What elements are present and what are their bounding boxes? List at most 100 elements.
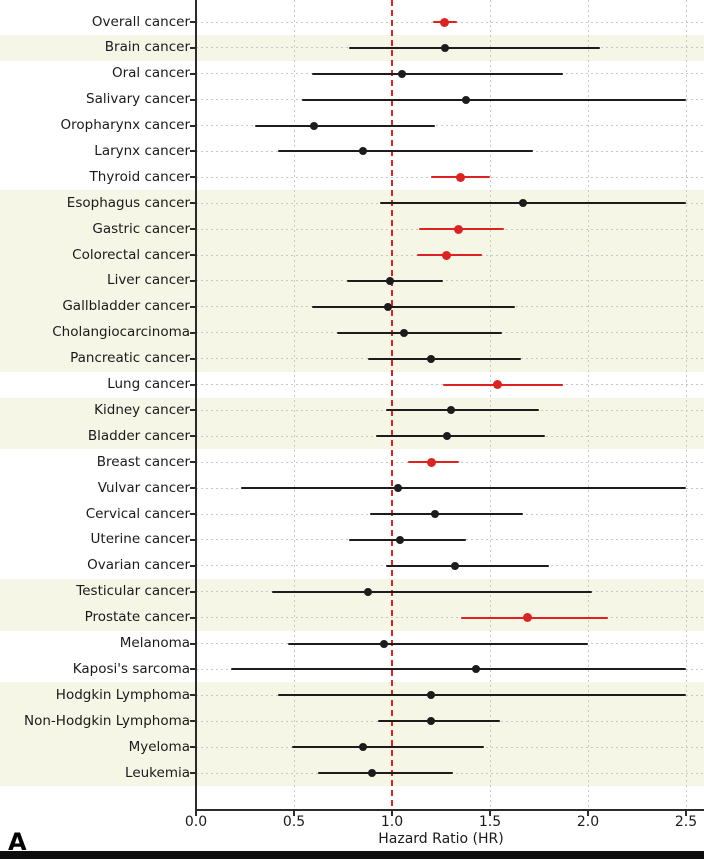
group-band: [0, 578, 704, 631]
point-estimate: [395, 535, 404, 544]
group-band: [0, 682, 704, 786]
row-label: Liver cancer: [107, 272, 190, 289]
y-tick: [190, 513, 195, 516]
confidence-interval: [460, 616, 608, 619]
y-tick: [190, 720, 195, 723]
row-label: Hodgkin Lymphoma: [55, 686, 190, 703]
reference-line-hr1: [391, 0, 393, 810]
x-axis-spine: [195, 809, 704, 811]
row-label: Melanoma: [119, 635, 190, 652]
point-estimate: [446, 406, 455, 415]
x-tick: [195, 811, 197, 816]
y-tick: [190, 772, 195, 774]
row-label: Ovarian cancer: [87, 557, 190, 574]
confidence-interval: [346, 279, 443, 282]
row-label: Oral cancer: [111, 65, 190, 82]
x-gridline: [294, 0, 295, 810]
y-tick: [190, 642, 195, 645]
panel-letter: A: [8, 828, 27, 856]
y-tick: [190, 46, 195, 49]
point-estimate: [309, 121, 318, 130]
x-tick-label: 2.5: [674, 814, 698, 830]
confidence-interval: [254, 124, 436, 127]
point-estimate: [393, 484, 402, 493]
y-tick: [190, 305, 195, 308]
y-tick: [190, 331, 195, 334]
confidence-interval: [378, 720, 500, 723]
y-axis-spine: [195, 0, 197, 811]
row-label: Esophagus cancer: [66, 194, 190, 211]
row-label: Myeloma: [128, 738, 190, 755]
row-label: Vulvar cancer: [97, 479, 190, 496]
row-label: Gallbladder cancer: [62, 298, 190, 315]
row-label: Testicular cancer: [76, 583, 190, 600]
y-tick: [190, 228, 195, 231]
confidence-interval: [317, 772, 453, 774]
y-tick: [190, 590, 195, 593]
point-estimate: [431, 510, 440, 519]
y-tick: [190, 668, 195, 671]
row-label: Salivary cancer: [86, 91, 190, 108]
row-gridline: [196, 617, 704, 619]
point-estimate: [462, 95, 471, 104]
y-tick: [190, 746, 195, 749]
point-estimate: [472, 665, 481, 674]
point-estimate: [440, 17, 450, 27]
confidence-interval: [348, 46, 600, 49]
point-estimate: [386, 276, 395, 285]
point-estimate: [522, 613, 532, 623]
x-tick-label: 2.0: [576, 814, 600, 830]
y-tick: [190, 435, 195, 438]
point-estimate: [427, 717, 436, 726]
point-estimate: [493, 380, 503, 390]
y-tick: [190, 616, 195, 619]
y-tick: [190, 279, 195, 282]
confidence-interval: [386, 564, 549, 567]
point-estimate: [454, 224, 464, 234]
confidence-interval: [337, 331, 502, 334]
y-tick: [190, 150, 195, 153]
point-estimate: [440, 43, 449, 52]
y-tick: [190, 202, 195, 205]
confidence-interval: [292, 746, 485, 749]
y-tick: [190, 694, 195, 697]
point-estimate: [358, 743, 367, 752]
x-tick: [587, 811, 589, 816]
row-label: Cervical cancer: [85, 505, 190, 522]
confidence-interval: [241, 487, 686, 490]
x-tick-label: 0.0: [184, 814, 208, 830]
row-label: Non-Hodgkin Lymphoma: [24, 712, 190, 729]
row-label: Prostate cancer: [84, 609, 190, 626]
confidence-interval: [272, 590, 592, 593]
confidence-interval: [370, 513, 524, 516]
x-tick: [489, 811, 491, 816]
confidence-interval: [278, 150, 534, 153]
x-tick-label: 1.5: [478, 814, 502, 830]
row-label: Kaposi's sarcoma: [72, 660, 190, 677]
confidence-interval: [311, 72, 563, 75]
confidence-interval: [386, 409, 539, 412]
point-estimate: [384, 302, 393, 311]
point-estimate: [442, 432, 451, 441]
y-tick: [190, 72, 195, 75]
y-tick: [190, 176, 195, 179]
bottom-bar: [0, 851, 704, 859]
point-estimate: [450, 561, 459, 570]
point-estimate: [380, 639, 389, 648]
group-band: [0, 397, 704, 450]
point-estimate: [426, 457, 436, 467]
point-estimate: [427, 354, 436, 363]
y-tick: [190, 538, 195, 541]
confidence-interval: [288, 642, 588, 645]
confidence-interval: [278, 694, 686, 697]
row-label: Pancreatic cancer: [70, 350, 190, 367]
x-tick-label: 1.0: [380, 814, 404, 830]
y-tick: [190, 564, 195, 567]
row-label: Thyroid cancer: [89, 168, 190, 185]
y-tick: [190, 21, 195, 23]
point-estimate: [399, 328, 408, 337]
point-estimate: [519, 199, 528, 208]
